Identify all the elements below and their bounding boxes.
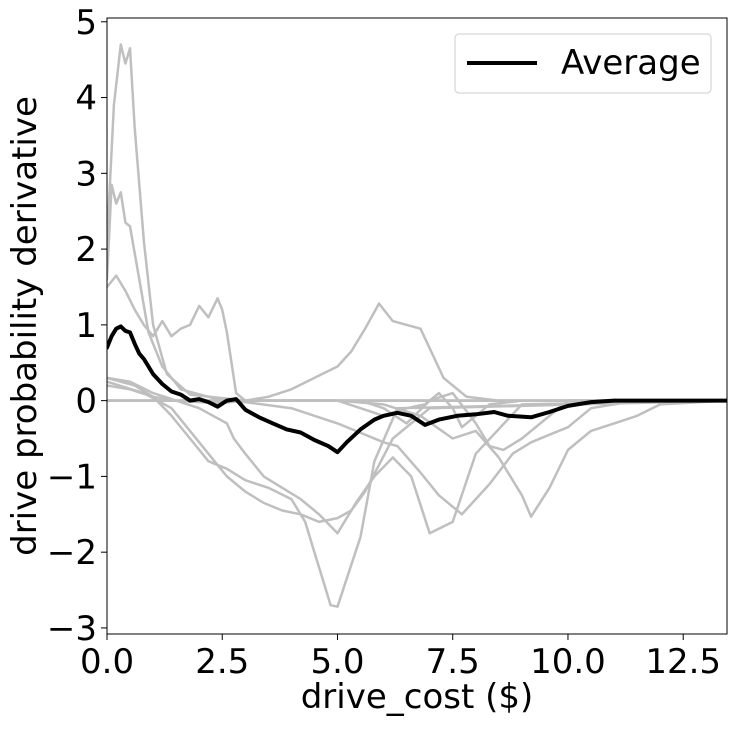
x-tick-label: 2.5: [195, 642, 249, 682]
x-tick-label: 7.5: [426, 642, 480, 682]
y-tick-label: 0: [75, 382, 97, 422]
y-axis: −3 −2 −1 0 1 2 3 4 5: [47, 3, 107, 649]
y-tick-label: −2: [47, 533, 97, 573]
series-line-6: [107, 376, 727, 608]
legend-box: [454, 33, 712, 94]
series-layer: [107, 43, 727, 608]
x-axis-label: drive_cost ($): [301, 677, 534, 717]
series-line-5: [107, 376, 727, 535]
y-tick-label: 4: [75, 79, 97, 119]
series-line-average: [107, 324, 727, 455]
series-line-8: [107, 399, 727, 516]
y-tick-label: 1: [75, 306, 97, 346]
series-line-11: [107, 391, 727, 429]
x-tick-label: 5.0: [310, 642, 364, 682]
series-line-10: [107, 391, 727, 452]
y-tick-label: 2: [75, 230, 97, 270]
y-tick-label: 3: [75, 154, 97, 194]
series-line-3: [107, 274, 727, 402]
legend: Average: [454, 33, 712, 94]
series-line-2: [107, 183, 727, 402]
y-tick-label: −1: [47, 457, 97, 497]
x-tick-label: 12.5: [645, 642, 721, 682]
y-tick-label: −3: [47, 609, 97, 649]
x-axis: 0.0 2.5 5.0 7.5 10.0 12.5: [80, 634, 721, 682]
series-line-7: [107, 380, 727, 524]
series-line-4: [107, 302, 727, 405]
x-tick-label: 10.0: [530, 642, 606, 682]
plot-frame: [106, 17, 728, 635]
legend-average-label: Average: [561, 43, 701, 83]
x-tick-label: 0.0: [80, 642, 134, 682]
y-axis-label: drive probability derivative: [5, 96, 45, 556]
y-tick-label: 5: [75, 3, 97, 43]
series-line-1: [107, 43, 727, 402]
